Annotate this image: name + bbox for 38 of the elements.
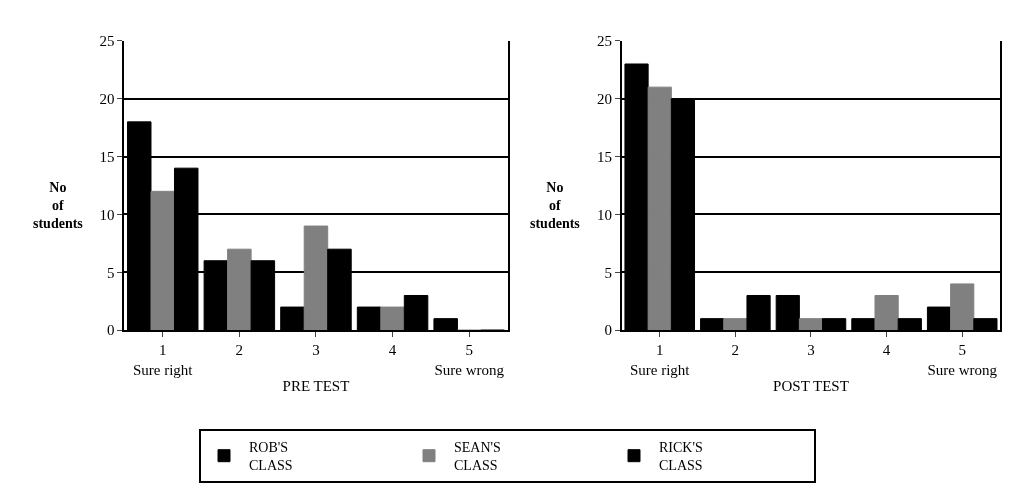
legend-label: SEAN'S CLASS — [454, 440, 501, 474]
legend-label: ROB'S CLASS — [249, 440, 293, 474]
x-axis-title: PRE TEST — [282, 378, 350, 395]
bar — [723, 318, 748, 331]
y-axis-title: No of students — [530, 180, 581, 232]
x-tick-label: 2 — [235, 342, 244, 359]
bar — [227, 248, 252, 331]
bar — [798, 318, 824, 331]
x-axis-title: POST TEST — [773, 378, 849, 395]
x-tick-label: 2 — [731, 342, 740, 359]
x-tick-label: 1 Sure right — [629, 342, 691, 378]
bar — [380, 306, 405, 331]
x-tick-label: 4 — [388, 342, 397, 359]
y-tick-label: 15 — [99, 148, 115, 165]
x-tick-label: 5 Sure wrong — [927, 342, 998, 378]
x-tick-label: 4 — [882, 342, 891, 359]
y-tick-label: 5 — [604, 264, 612, 281]
y-tick-label: 0 — [106, 322, 115, 339]
bar — [150, 190, 175, 331]
x-tick-label: 3 — [312, 342, 320, 359]
y-tick-label: 5 — [106, 264, 115, 281]
y-tick-label: 20 — [99, 90, 115, 107]
bar — [874, 294, 899, 331]
bar — [303, 225, 329, 331]
y-tick-label: 25 — [99, 33, 115, 50]
bar — [647, 86, 672, 331]
bar — [950, 283, 975, 331]
x-tick-label: 1 Sure right — [132, 342, 194, 378]
y-tick-label: 25 — [596, 33, 612, 50]
y-tick-label: 10 — [99, 206, 115, 223]
x-tick-label: 5 Sure wrong — [434, 342, 505, 378]
y-tick-label: 10 — [596, 206, 612, 223]
x-tick-label: 3 — [807, 342, 815, 359]
y-axis-title: No of students — [33, 180, 84, 232]
y-tick-label: 20 — [596, 90, 612, 107]
legend-label: RICK'S CLASS — [659, 440, 703, 474]
y-tick-label: 15 — [596, 148, 612, 165]
y-tick-label: 0 — [604, 322, 612, 339]
